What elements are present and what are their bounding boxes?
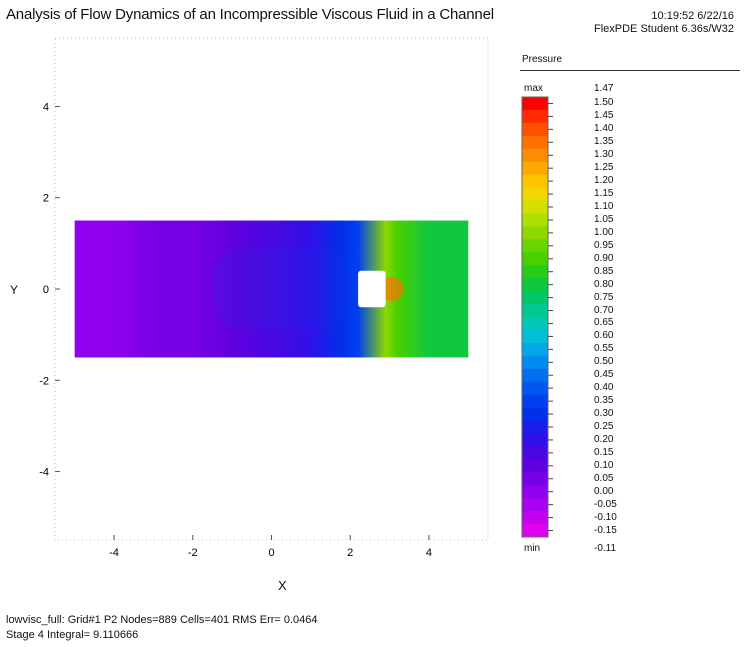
legend-level-label: 0.85 — [594, 265, 614, 277]
legend-level-label: -0.15 — [594, 524, 617, 536]
legend-swatch — [522, 381, 548, 396]
legend-max-label: max — [524, 83, 543, 94]
legend-level-label: 0.60 — [594, 330, 614, 342]
legend-swatch — [522, 511, 548, 525]
y-tick-label: 2 — [43, 193, 49, 205]
legend-max-value: 1.47 — [594, 83, 614, 94]
legend-swatch — [522, 485, 548, 499]
legend-swatch — [522, 446, 548, 460]
legend-level-label: -0.10 — [594, 511, 617, 523]
legend-level-label: 1.00 — [594, 226, 614, 238]
legend-swatch — [522, 317, 548, 331]
legend-level-label: 1.20 — [594, 175, 614, 187]
x-tick-label: 2 — [347, 547, 353, 559]
legend-min-value: -0.11 — [594, 543, 617, 554]
legend-level-label: 0.15 — [594, 446, 614, 458]
legend-level-label: 0.75 — [594, 291, 614, 303]
legend-swatch — [522, 342, 548, 357]
legend-swatch — [522, 200, 548, 214]
legend-level-label: 1.05 — [594, 213, 614, 225]
legend-swatch — [522, 394, 548, 409]
legend-level-label: 1.30 — [594, 149, 614, 161]
legend-swatch — [522, 407, 548, 422]
plot-frame — [54, 37, 489, 541]
legend-level-label: 0.90 — [594, 252, 614, 264]
legend-swatch — [522, 252, 548, 266]
legend-level-label: 1.40 — [594, 123, 614, 135]
footer-line-2: Stage 4 Integral= 9.110666 — [6, 629, 139, 641]
legend-level-label: 0.80 — [594, 278, 614, 290]
chart-title: Analysis of Flow Dynamics of an Incompre… — [6, 6, 494, 23]
legend-swatch — [522, 472, 548, 486]
legend-level-label: 0.35 — [594, 395, 614, 407]
legend-level-label: -0.05 — [594, 498, 617, 510]
legend-swatch — [522, 148, 548, 163]
legend-swatch — [522, 174, 548, 189]
legend-level-label: 0.05 — [594, 472, 614, 484]
legend-swatch — [522, 122, 548, 137]
x-tick-label: 0 — [268, 547, 274, 559]
legend-min-label: min — [524, 543, 541, 554]
legend-swatch — [522, 265, 548, 279]
legend-swatch — [522, 97, 548, 111]
obstacle — [358, 270, 386, 308]
legend-swatch — [522, 433, 548, 447]
legend-level-label: 0.25 — [594, 421, 614, 432]
y-tick-label: -4 — [39, 467, 49, 479]
legend-swatch — [522, 161, 548, 176]
legend-swatch — [522, 226, 548, 240]
legend-swatch — [522, 524, 548, 538]
low-pressure-zone — [212, 247, 351, 331]
footer-line-1: lowvisc_full: Grid#1 P2 Nodes=889 Cells=… — [6, 614, 318, 626]
legend-level-label: 0.10 — [594, 459, 614, 471]
legend-swatch — [522, 368, 548, 383]
legend-swatch — [522, 135, 548, 150]
legend-level-label: 0.45 — [594, 369, 614, 381]
legend-level-label: 0.00 — [594, 485, 614, 497]
legend-swatch — [522, 420, 548, 434]
legend-level-label: 0.70 — [594, 304, 614, 316]
legend-level-label: 0.50 — [594, 356, 614, 368]
y-tick-label: -2 — [39, 375, 49, 387]
legend-swatch — [522, 239, 548, 253]
legend-level-label: 0.30 — [594, 408, 614, 420]
legend-level-label: 1.15 — [594, 188, 614, 200]
legend-level-label: 0.40 — [594, 382, 614, 394]
legend-level-label: 0.65 — [594, 317, 614, 329]
x-tick-label: 4 — [426, 547, 432, 559]
legend-title: Pressure — [522, 54, 563, 65]
legend-level-label: 0.95 — [594, 239, 614, 251]
legend-swatch — [522, 459, 548, 473]
legend-swatch — [522, 213, 548, 227]
timestamp: 10:19:52 6/22/16 — [651, 10, 734, 22]
x-tick-label: -4 — [109, 547, 119, 559]
legend-swatch — [522, 329, 548, 344]
timestamp-block: 10:19:52 6/22/16 FlexPDE Student 6.36s/W… — [594, 10, 734, 36]
legend-rule — [520, 70, 740, 71]
legend-level-label: 0.55 — [594, 343, 614, 355]
legend-level-label: 1.35 — [594, 136, 614, 148]
software-version: FlexPDE Student 6.36s/W32 — [593, 23, 734, 35]
legend-level-label: 1.50 — [594, 97, 614, 109]
legend-swatch — [522, 291, 548, 305]
x-axis-label: X — [278, 578, 287, 593]
y-tick-label: 0 — [43, 284, 49, 296]
footer: lowvisc_full: Grid#1 P2 Nodes=889 Cells=… — [6, 613, 318, 643]
legend-level-label: 1.10 — [594, 201, 614, 212]
legend-swatch — [522, 109, 548, 124]
legend-swatch — [522, 498, 548, 512]
legend-swatch — [522, 278, 548, 292]
x-tick-label: -2 — [188, 547, 198, 559]
y-tick-label: 4 — [43, 101, 49, 113]
legend-level-label: 0.20 — [594, 433, 614, 445]
y-axis-label: Y — [10, 283, 19, 297]
legend-bar-frame — [521, 96, 549, 538]
legend-level-label: 1.25 — [594, 162, 614, 174]
legend-swatch — [522, 355, 548, 370]
legend-swatch — [522, 187, 548, 202]
legend-swatch — [522, 304, 548, 318]
legend-level-label: 1.45 — [594, 110, 614, 122]
